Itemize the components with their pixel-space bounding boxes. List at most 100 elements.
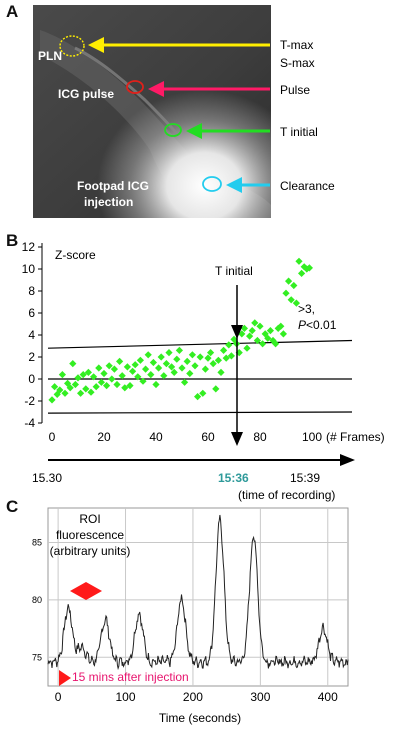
zscore-point bbox=[186, 369, 194, 378]
zscore-point bbox=[282, 289, 290, 297]
zscore-point bbox=[295, 257, 303, 265]
zscore-point bbox=[51, 383, 59, 391]
zscore-point bbox=[129, 367, 137, 375]
plot-frame bbox=[47, 507, 349, 687]
tinitial-roi bbox=[164, 123, 182, 137]
zscore-point bbox=[303, 265, 311, 273]
tinitial-label-b: T initial bbox=[215, 264, 253, 278]
zscore-point bbox=[105, 362, 113, 370]
zscore-point bbox=[279, 330, 287, 338]
zscore-point bbox=[58, 371, 66, 379]
zscore-point bbox=[212, 385, 220, 393]
clearance-roi bbox=[202, 176, 222, 192]
zscore-point bbox=[155, 364, 163, 372]
zscore-point bbox=[108, 375, 116, 383]
threshold-label-1: >3, bbox=[298, 302, 315, 316]
zscore-point bbox=[48, 396, 56, 404]
zscore-point bbox=[71, 380, 79, 389]
zscore-point bbox=[136, 356, 144, 364]
zscore-point bbox=[92, 383, 100, 391]
roi-label-2: fluorescence bbox=[56, 528, 124, 542]
footpad-label-2: injection bbox=[84, 195, 133, 209]
time-caption: (time of recording) bbox=[238, 488, 335, 502]
zscore-point bbox=[256, 322, 264, 330]
zscore-point bbox=[298, 269, 306, 277]
zscore-point bbox=[201, 365, 209, 373]
pulse-roi bbox=[126, 80, 144, 94]
x-tick-label: 300 bbox=[250, 690, 270, 704]
smax-label: S-max bbox=[280, 56, 315, 70]
zscore-tick-labels: -4 -2 0 2 4 6 8 10 12 0 20 40 60 80 100 bbox=[22, 240, 323, 444]
time-axis-label: Time (seconds) bbox=[159, 711, 241, 725]
zscore-point bbox=[191, 362, 199, 370]
y-tick-label: -2 bbox=[24, 394, 35, 408]
zscore-points bbox=[48, 257, 313, 404]
zscore-point bbox=[199, 389, 207, 397]
x-tick-label: 100 bbox=[116, 690, 136, 704]
time-of-recording-arrow bbox=[48, 454, 355, 466]
zscore-point bbox=[160, 372, 168, 380]
x-tick-label: 0 bbox=[55, 690, 62, 704]
zscore-point bbox=[113, 380, 121, 389]
zscore-point bbox=[272, 340, 280, 348]
zscore-point bbox=[66, 384, 74, 392]
tmax-arrow bbox=[88, 37, 270, 53]
y-tick-label: 12 bbox=[22, 240, 36, 254]
y-tick-label: 80 bbox=[32, 595, 42, 605]
roi-fluorescence-chart: 0 100 200 300 400 75 80 85 ROI fluorescence (ar… bbox=[32, 507, 349, 725]
zscore-point bbox=[56, 386, 64, 394]
x-tick-label: 80 bbox=[253, 430, 267, 444]
pulse-label: Pulse bbox=[280, 83, 310, 97]
zscore-point bbox=[214, 356, 222, 364]
zscore-point bbox=[178, 364, 186, 372]
reference-line bbox=[47, 411, 353, 414]
pln-label: PLN bbox=[38, 49, 62, 63]
zscore-point bbox=[196, 353, 204, 361]
tmax-label: T-max bbox=[280, 38, 313, 52]
frames-axis-label: (# Frames) bbox=[326, 430, 385, 444]
time-end-label: 15:39 bbox=[290, 471, 320, 485]
tinitial-label-a: T initial bbox=[280, 125, 318, 139]
roi-tick-labels: 0 100 200 300 400 75 80 85 bbox=[32, 537, 338, 704]
footpad-label-1: Footpad ICG bbox=[77, 179, 149, 193]
zscore-point bbox=[87, 388, 95, 396]
roi-trace bbox=[47, 514, 349, 671]
zscore-point bbox=[74, 374, 82, 382]
zscore-point bbox=[266, 327, 274, 335]
roi-label-1: ROI bbox=[79, 512, 100, 526]
clearance-arrow bbox=[226, 177, 270, 193]
zscore-point bbox=[217, 368, 225, 376]
clearance-label: Clearance bbox=[280, 179, 335, 193]
zscore-point bbox=[116, 357, 124, 365]
zscore-reference-lines bbox=[47, 339, 353, 414]
zscore-point bbox=[97, 378, 105, 386]
zscore-point bbox=[149, 358, 157, 367]
y-tick-label: 6 bbox=[28, 306, 35, 320]
x-tick-label: 400 bbox=[318, 690, 338, 704]
panel-a-letter: A bbox=[6, 2, 19, 21]
reference-line bbox=[47, 339, 353, 349]
zscore-point bbox=[181, 378, 189, 386]
injection-marker bbox=[59, 670, 71, 686]
zscore-point bbox=[131, 361, 139, 369]
zscore-point bbox=[292, 299, 300, 307]
y-tick-label: 85 bbox=[32, 537, 42, 547]
y-tick-label: 75 bbox=[32, 652, 42, 662]
zscore-point bbox=[152, 380, 160, 389]
zscore-point bbox=[165, 349, 173, 357]
zscore-point bbox=[243, 344, 251, 352]
zscore-point bbox=[95, 364, 103, 372]
y-tick-label: 2 bbox=[28, 350, 35, 364]
zscore-point bbox=[305, 264, 313, 272]
zscore-point bbox=[134, 373, 142, 381]
pln-roi bbox=[59, 35, 85, 57]
zscore-point bbox=[144, 351, 152, 359]
zscore-point bbox=[253, 336, 261, 345]
x-tick-label: 0 bbox=[49, 430, 56, 444]
panel-c-letter: C bbox=[6, 497, 19, 516]
x-tick-label: 200 bbox=[183, 690, 203, 704]
zscore-point bbox=[175, 346, 183, 354]
zscore-label: Z-score bbox=[55, 248, 96, 262]
zscore-point bbox=[77, 389, 85, 397]
x-tick-label: 100 bbox=[302, 430, 322, 444]
